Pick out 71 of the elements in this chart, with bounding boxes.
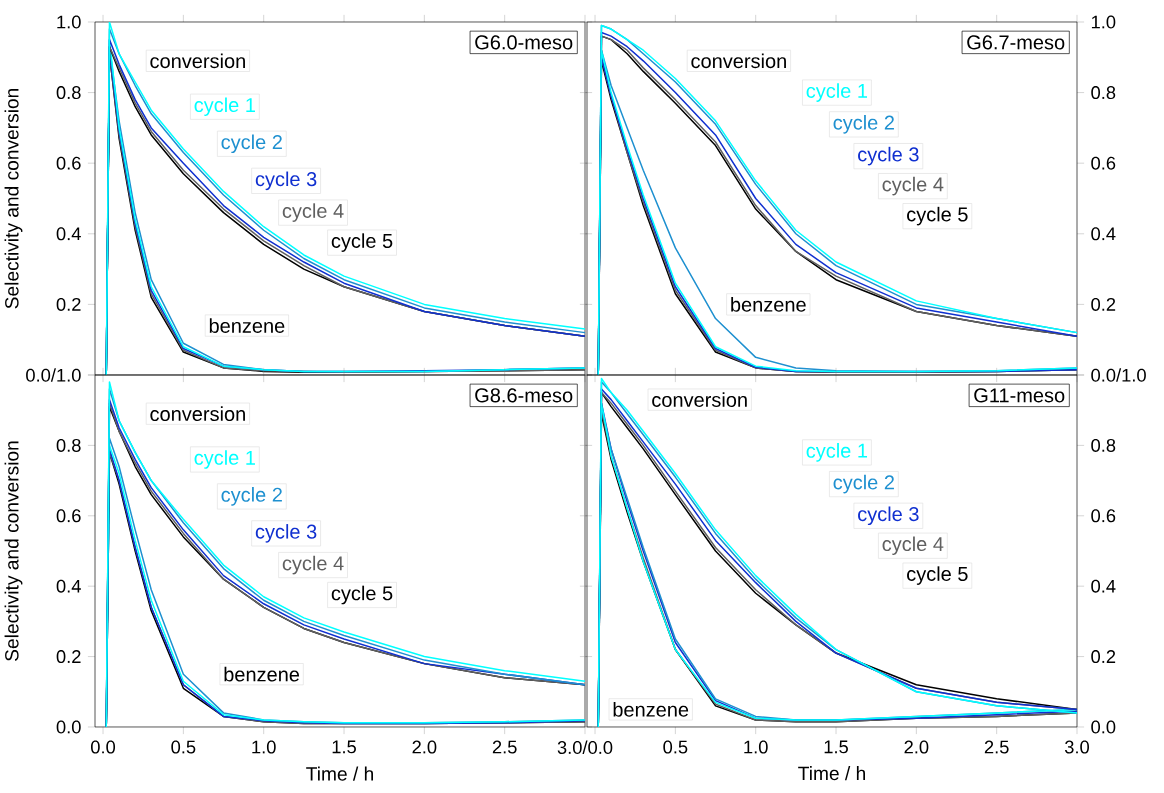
annotation: benzene <box>731 297 806 312</box>
text: cycle 1 <box>194 450 255 469</box>
annotation: conversion <box>691 53 786 69</box>
x-tick-label: 2.0 <box>904 740 929 754</box>
y-axis-title: Selectivity and conversion <box>4 88 23 309</box>
x-tick-label: 0.5 <box>663 740 688 754</box>
text: cycle 4 <box>882 536 944 556</box>
x-tick-label: 1.0 <box>744 740 768 754</box>
y-axis-title: Selectivity and conversion <box>4 441 23 661</box>
series-label: cycle 3 <box>255 171 317 191</box>
y-tick-label: 0.6 <box>1091 509 1116 523</box>
x-tick-label: 1.0 <box>252 740 276 754</box>
y-tick-label: 1.0 <box>1091 15 1116 29</box>
y-tick-label: 0.0 <box>1091 720 1116 734</box>
y-tick-label: 0.2 <box>1091 297 1116 311</box>
series-label: cycle 1 <box>194 97 255 117</box>
text: cycle 3 <box>255 524 317 543</box>
annotation: benzene <box>613 702 689 717</box>
text: cycle 2 <box>833 474 894 494</box>
text: cycle 5 <box>907 566 968 585</box>
text: G6.0-meso <box>475 35 573 50</box>
annotation: conversion <box>652 392 747 407</box>
annotation: conversion <box>150 53 245 69</box>
y-tick-label: 0.4 <box>56 579 81 593</box>
y-tick-label: 0.4 <box>1091 227 1116 241</box>
annotation: benzene <box>224 666 300 682</box>
y-tick-label: 0.0 <box>56 720 81 734</box>
text: cycle 1 <box>806 83 868 102</box>
y-tick-label: 0.6 <box>56 156 81 170</box>
y-tick-label: 0.2 <box>56 650 81 664</box>
y-tick-label: 0.4 <box>1091 579 1116 593</box>
x-tick-label: 2.0 <box>412 740 437 754</box>
text: cycle 2 <box>833 115 894 134</box>
series-label: cycle 5 <box>331 233 393 252</box>
x-tick-label: 0.0 <box>91 740 116 754</box>
series-label: cycle 4 <box>282 555 344 575</box>
text: cycle 3 <box>858 506 919 526</box>
x-tick-label: 1.5 <box>824 740 848 754</box>
text: G11-meso <box>974 388 1065 403</box>
x-tick-label: 1.5 <box>332 740 356 754</box>
y-tick-label: 0.8 <box>1091 86 1116 100</box>
text: cycle 3 <box>858 146 919 166</box>
series-label: cycle 2 <box>221 134 282 154</box>
series-label: cycle 4 <box>282 203 344 222</box>
y-tick-label: 0.0/1.0 <box>1091 368 1146 382</box>
text: G6.7-meso <box>967 35 1065 50</box>
y-tick-label: 1.0 <box>57 15 81 29</box>
text: cycle 4 <box>882 176 944 196</box>
y-tick-label: 0.8 <box>56 86 81 100</box>
y-tick-label: 0.0/1.0 <box>26 368 81 382</box>
x-tick-label: 3.0/0.0 <box>557 740 613 755</box>
annotation: conversion <box>150 406 245 422</box>
x-tick-label: 3.0 <box>1064 740 1090 754</box>
x-tick-label: 2.5 <box>984 740 1009 754</box>
text: cycle 1 <box>806 443 868 462</box>
x-tick-label: 2.5 <box>492 740 517 754</box>
x-axis-title: Time / h <box>798 766 865 781</box>
x-tick-label: 0.5 <box>171 740 196 754</box>
text: G8.6-meso <box>475 388 573 403</box>
annotation: benzene <box>209 318 285 333</box>
y-tick-label: 0.2 <box>1091 650 1116 664</box>
y-tick-label: 0.6 <box>56 509 81 523</box>
series-label: cycle 5 <box>331 585 393 605</box>
y-tick-label: 0.8 <box>56 438 81 452</box>
y-tick-label: 0.2 <box>56 297 81 311</box>
series-label: cycle 2 <box>221 487 282 506</box>
y-tick-label: 0.6 <box>1091 156 1116 170</box>
y-tick-label: 0.8 <box>1091 438 1116 452</box>
y-tick-label: 0.4 <box>56 227 81 241</box>
text: cycle 5 <box>907 206 968 226</box>
x-axis-title: Time / h <box>306 766 373 781</box>
